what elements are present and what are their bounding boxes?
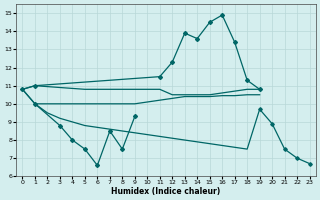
X-axis label: Humidex (Indice chaleur): Humidex (Indice chaleur) (111, 187, 221, 196)
